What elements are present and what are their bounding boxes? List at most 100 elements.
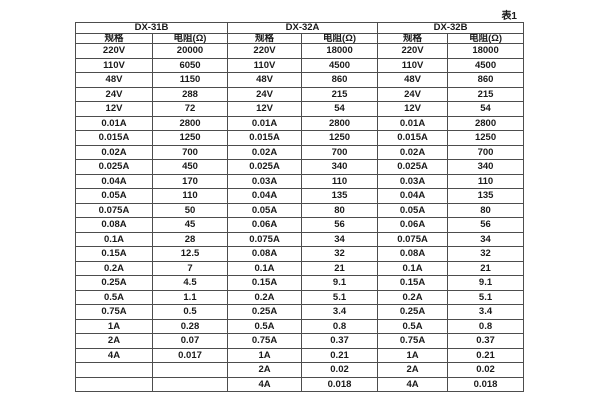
spec-cell: 0.015A [75, 130, 153, 146]
resistance-cell: 34 [447, 231, 525, 247]
table-row: 1A 0.28 0.5A 0.8 0.5A 0.8 [75, 318, 525, 334]
spec-cell: 0.05A [377, 202, 449, 218]
resistance-cell: 34 [301, 231, 379, 247]
resistance-cell: 0.37 [301, 333, 379, 349]
spec-cell: 0.08A [227, 246, 303, 262]
resistance-cell: 80 [301, 202, 379, 218]
spec-cell: 0.1A [377, 260, 449, 276]
spec-cell: 0.2A [227, 289, 303, 305]
spec-cell: 0.15A [75, 246, 153, 262]
resistance-cell: 56 [301, 217, 379, 233]
resistance-cell [151, 376, 229, 392]
spec-cell: 0.075A [377, 231, 449, 247]
table-caption: 表1 [501, 11, 517, 22]
spec-cell: 0.25A [75, 275, 153, 291]
spec-cell: 0.04A [227, 188, 303, 204]
table-row: 2A 0.07 0.75A 0.37 0.75A 0.37 [75, 333, 525, 349]
table-row: 0.25A 4.5 0.15A 9.1 0.15A 9.1 [75, 275, 525, 291]
spec-cell: 0.08A [75, 217, 153, 233]
resistance-cell: 9.1 [301, 275, 379, 291]
resistance-cell: 215 [301, 86, 379, 102]
table-row: 0.75A 0.5 0.25A 3.4 0.25A 3.4 [75, 304, 525, 320]
resistance-cell: 4.5 [151, 275, 229, 291]
resistance-column-header: 电阻(Ω) [301, 32, 379, 44]
resistance-cell: 18000 [447, 43, 525, 59]
spec-cell: 0.02A [75, 144, 153, 160]
resistance-cell: 0.07 [151, 333, 229, 349]
spec-cell: 110V [377, 57, 449, 73]
spec-cell: 0.06A [227, 217, 303, 233]
table-row: 0.01A 2800 0.01A 2800 0.01A 2800 [75, 115, 525, 131]
resistance-cell: 0.8 [301, 318, 379, 334]
spec-cell: 24V [227, 86, 303, 102]
spec-cell: 0.5A [75, 289, 153, 305]
resistance-cell: 135 [301, 188, 379, 204]
table-header: DX-31B DX-32A DX-32B 规格 电阻(Ω) 规格 电阻(Ω) 规… [74, 22, 525, 44]
spec-cell: 48V [75, 72, 153, 88]
table-row: 48V 1150 48V 860 48V 860 [75, 72, 525, 88]
resistance-cell: 4500 [301, 57, 379, 73]
table-row: 12V 72 12V 54 12V 54 [75, 101, 525, 117]
resistance-cell: 700 [301, 144, 379, 160]
resistance-cell: 0.02 [447, 362, 525, 378]
spec-cell: 0.75A [75, 304, 153, 320]
spec-cell: 0.04A [75, 173, 153, 189]
resistance-cell: 0.018 [447, 376, 525, 392]
resistance-cell: 32 [301, 246, 379, 262]
resistance-cell: 700 [447, 144, 525, 160]
resistance-cell: 110 [151, 188, 229, 204]
resistance-cell: 170 [151, 173, 229, 189]
table-row: 0.1A 28 0.075A 34 0.075A 34 [75, 231, 525, 247]
resistance-cell: 340 [301, 159, 379, 175]
spec-cell: 0.015A [377, 130, 449, 146]
spec-cell: 0.04A [377, 188, 449, 204]
spec-column-header: 规格 [75, 32, 153, 44]
spec-cell: 220V [75, 43, 153, 59]
spec-cell: 2A [75, 333, 153, 349]
table-row: 0.05A 110 0.04A 135 0.04A 135 [75, 188, 525, 204]
spec-cell: 0.1A [227, 260, 303, 276]
spec-cell: 0.25A [377, 304, 449, 320]
spec-cell: 48V [227, 72, 303, 88]
spec-cell [75, 362, 153, 378]
spec-cell: 0.03A [227, 173, 303, 189]
resistance-cell: 0.21 [447, 347, 525, 363]
spec-cell: 0.075A [227, 231, 303, 247]
resistance-cell: 18000 [301, 43, 379, 59]
resistance-cell: 80 [447, 202, 525, 218]
spec-cell: 0.75A [377, 333, 449, 349]
resistance-cell: 1150 [151, 72, 229, 88]
spec-cell: 0.2A [377, 289, 449, 305]
resistance-cell: 5.1 [447, 289, 525, 305]
table-row: 0.02A 700 0.02A 700 0.02A 700 [75, 144, 525, 160]
spec-cell [75, 376, 153, 392]
spec-cell: 220V [377, 43, 449, 59]
group-header-dx32a: DX-32A [227, 22, 379, 34]
resistance-cell: 28 [151, 231, 229, 247]
spec-cell: 0.01A [75, 115, 153, 131]
resistance-cell: 20000 [151, 43, 229, 59]
table-row: 0.04A 170 0.03A 110 0.03A 110 [75, 173, 525, 189]
resistance-cell: 0.02 [301, 362, 379, 378]
resistance-cell: 0.017 [151, 347, 229, 363]
resistance-cell: 860 [301, 72, 379, 88]
resistance-cell: 54 [447, 101, 525, 117]
spec-cell: 0.02A [227, 144, 303, 160]
resistance-cell: 0.28 [151, 318, 229, 334]
spec-cell: 12V [377, 101, 449, 117]
spec-cell: 12V [227, 101, 303, 117]
spec-cell: 4A [75, 347, 153, 363]
spec-cell: 4A [377, 376, 449, 392]
resistance-cell: 340 [447, 159, 525, 175]
resistance-cell: 32 [447, 246, 525, 262]
resistance-cell: 0.21 [301, 347, 379, 363]
spec-cell: 0.15A [227, 275, 303, 291]
spec-cell: 0.02A [377, 144, 449, 160]
spec-cell: 0.05A [75, 188, 153, 204]
spec-cell: 110V [75, 57, 153, 73]
group-header-dx31b: DX-31B [74, 22, 229, 34]
resistance-cell: 5.1 [301, 289, 379, 305]
resistance-cell: 3.4 [301, 304, 379, 320]
spec-cell: 0.025A [75, 159, 153, 175]
spec-cell: 4A [227, 376, 303, 392]
